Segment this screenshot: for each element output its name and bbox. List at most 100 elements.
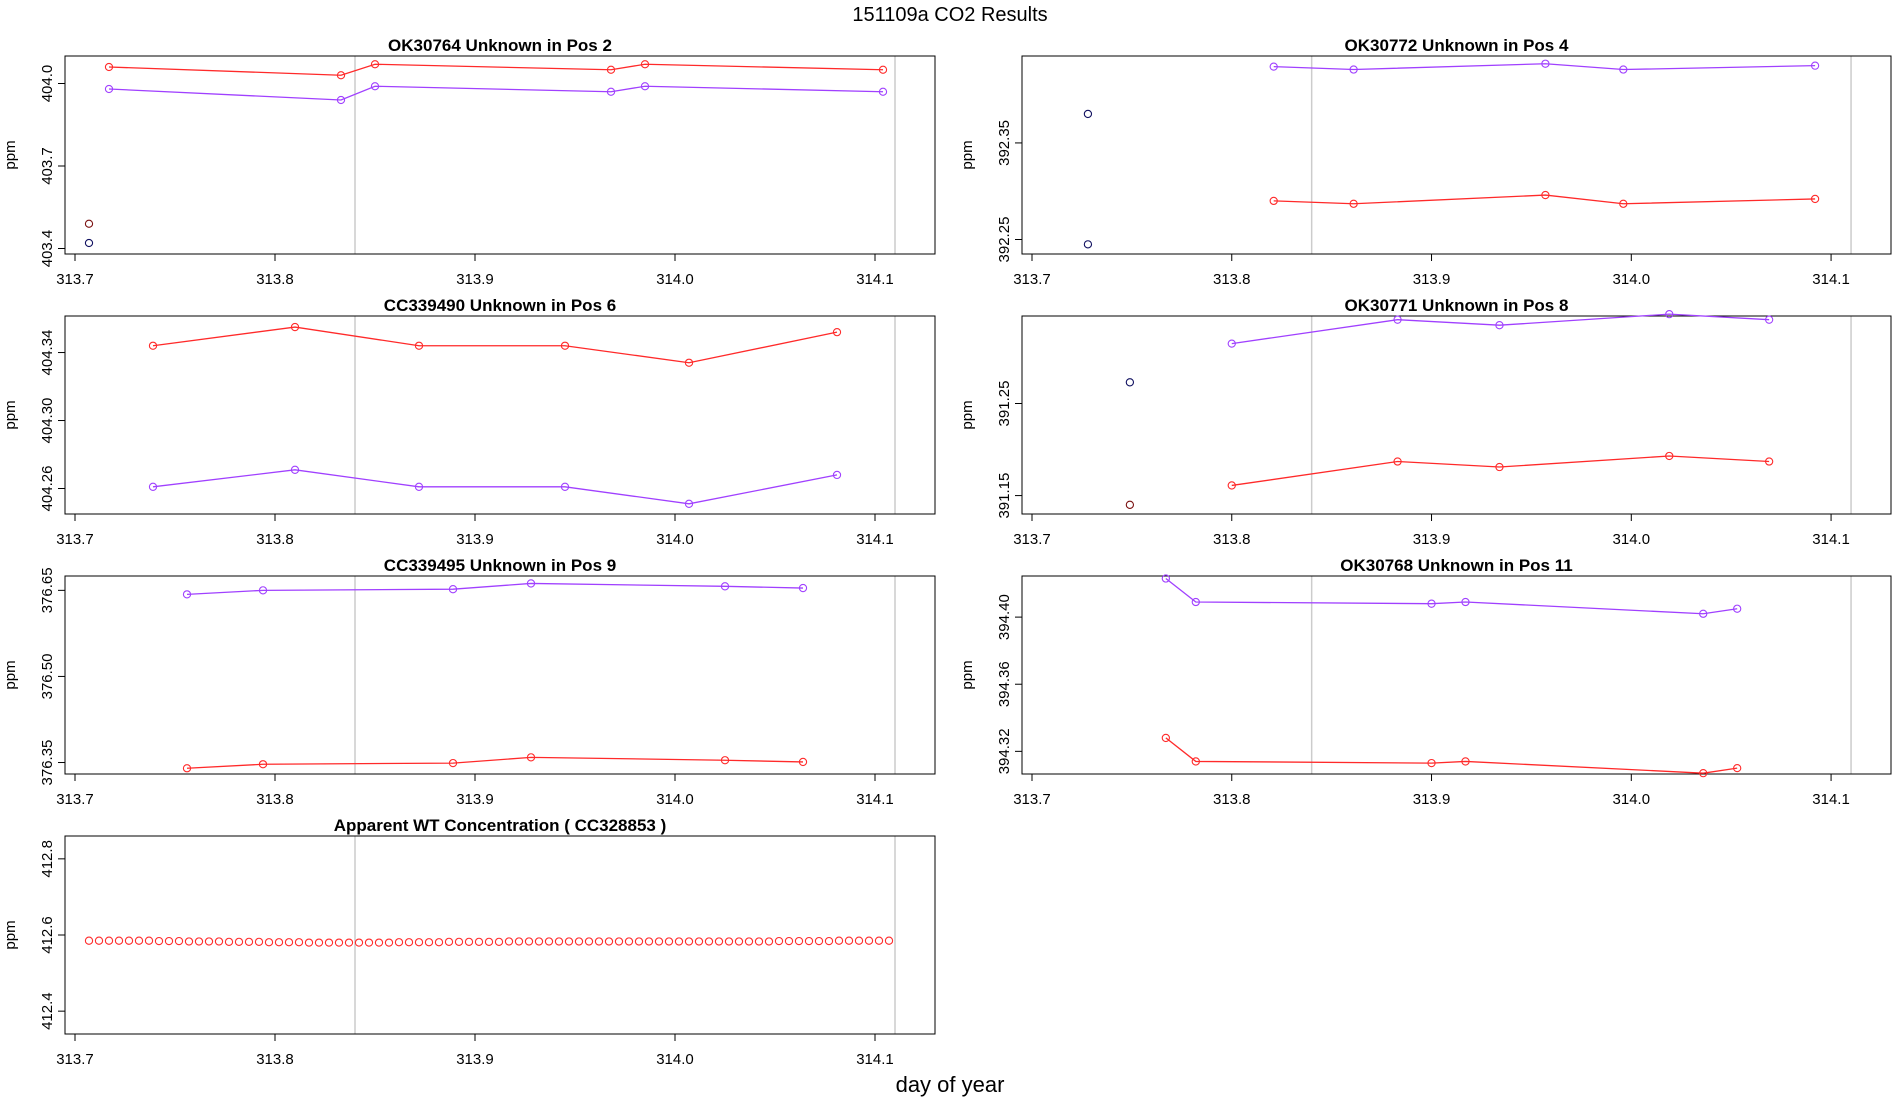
x-tick-label: 313.7 — [56, 271, 94, 288]
data-point-wt — [824, 936, 834, 946]
data-point-wt — [424, 938, 434, 947]
data-point-wt — [84, 936, 94, 945]
data-point-red — [1161, 733, 1170, 743]
x-tick-label: 313.9 — [1413, 271, 1451, 288]
data-point-red — [684, 358, 694, 367]
data-point-wt — [164, 936, 174, 946]
data-point-red — [1699, 769, 1708, 778]
data-point-wt — [874, 936, 884, 945]
data-point-wt — [384, 938, 394, 947]
y-tick-label: 376.50 — [39, 653, 56, 699]
x-tick-label: 314.0 — [656, 791, 694, 808]
data-point-wt — [744, 937, 754, 946]
data-point-red — [1461, 757, 1470, 766]
data-point-wt — [754, 937, 764, 946]
data-point-red — [1810, 194, 1820, 204]
x-tick-label: 314.0 — [656, 531, 694, 548]
y-tick-label: 391.25 — [996, 381, 1013, 427]
data-point-wt — [854, 936, 864, 945]
data-point-wt — [534, 937, 544, 946]
series-line-red — [152, 326, 838, 364]
data-point-wt — [234, 937, 244, 947]
plot-frame — [1021, 575, 1892, 775]
data-point-purple — [1393, 315, 1402, 324]
data-point-wt — [514, 937, 524, 946]
data-point-wt — [254, 937, 264, 947]
data-point-wt — [774, 936, 784, 946]
data-point-red — [1619, 199, 1628, 208]
x-tick-label: 314.1 — [856, 531, 894, 548]
x-tick-label: 314.1 — [1812, 271, 1850, 288]
data-point-red — [1541, 190, 1550, 200]
y-tick-label: 404.0 — [39, 65, 56, 103]
data-point-wt — [714, 937, 724, 946]
y-tick-label: 412.6 — [39, 916, 56, 954]
data-point-single — [1083, 109, 1093, 119]
series-line-purple — [152, 469, 838, 505]
data-point-red — [720, 756, 730, 765]
x-tick-label: 313.9 — [456, 791, 494, 808]
data-point-purple — [1191, 597, 1200, 607]
x-tick-label: 313.9 — [456, 1051, 494, 1068]
data-point-red — [526, 753, 536, 762]
series-line-purple — [186, 582, 804, 596]
plot-title: OK30764 Unknown in Pos 2 — [388, 36, 612, 55]
data-point-wt — [614, 937, 624, 946]
data-point-purple — [1665, 310, 1674, 319]
y-tick-label: 394.32 — [996, 728, 1013, 774]
data-point-wt — [364, 938, 374, 947]
data-point-red — [1227, 481, 1236, 490]
x-tick-label: 313.7 — [56, 531, 94, 548]
data-point-wt — [304, 938, 314, 947]
data-point-wt — [704, 937, 714, 946]
data-point-wt — [814, 936, 824, 946]
data-point-wt — [884, 936, 894, 945]
x-tick-label: 313.9 — [1413, 791, 1451, 808]
x-tick-label: 314.0 — [1613, 271, 1651, 288]
x-axis-label: day of year — [895, 1072, 1005, 1097]
data-point-red — [1269, 196, 1278, 206]
y-axis-title: ppm — [2, 660, 19, 689]
x-tick-label: 313.9 — [456, 271, 494, 288]
data-point-red — [1427, 758, 1436, 768]
data-point-wt — [524, 937, 534, 946]
data-point-wt — [654, 937, 664, 946]
data-point-wt — [784, 936, 794, 946]
data-point-wt — [354, 938, 364, 947]
plot-panel-3: CC339490 Unknown in Pos 6 313.7 313.8 313.9… — [2, 296, 936, 548]
data-point-purple — [1541, 59, 1550, 68]
y-tick-label: 403.4 — [39, 230, 56, 268]
plot-frame — [1021, 315, 1892, 515]
data-point-purple — [1495, 321, 1504, 330]
data-point-red — [560, 341, 570, 350]
data-point-wt — [274, 938, 284, 947]
plot-title: OK30771 Unknown in Pos 8 — [1345, 296, 1569, 315]
data-point-wt — [94, 936, 104, 945]
y-axis-title: ppm — [2, 920, 19, 949]
data-point-purple — [798, 583, 808, 593]
data-point-purple — [720, 582, 730, 591]
data-point-single — [1125, 500, 1135, 509]
series-line-red — [186, 756, 804, 769]
data-point-purple — [370, 82, 380, 91]
data-point-red — [336, 71, 346, 80]
data-point-purple — [448, 585, 458, 594]
x-tick-label: 314.0 — [656, 271, 694, 288]
data-point-single — [1083, 240, 1093, 249]
data-point-red — [448, 758, 458, 768]
data-point-wt — [494, 937, 504, 947]
x-tick-label: 313.8 — [1213, 531, 1251, 548]
data-point-purple — [1161, 574, 1170, 583]
data-point-red — [370, 60, 380, 69]
data-point-red — [1764, 457, 1774, 466]
data-point-wt — [694, 937, 704, 946]
data-point-wt — [864, 936, 874, 945]
data-point-wt — [194, 937, 204, 946]
data-point-wt — [344, 938, 354, 947]
plot-frame — [64, 315, 936, 515]
data-point-wt — [414, 938, 424, 947]
x-tick-label: 313.8 — [256, 531, 294, 548]
x-tick-label: 314.1 — [856, 271, 894, 288]
y-tick-label: 376.35 — [39, 740, 56, 786]
